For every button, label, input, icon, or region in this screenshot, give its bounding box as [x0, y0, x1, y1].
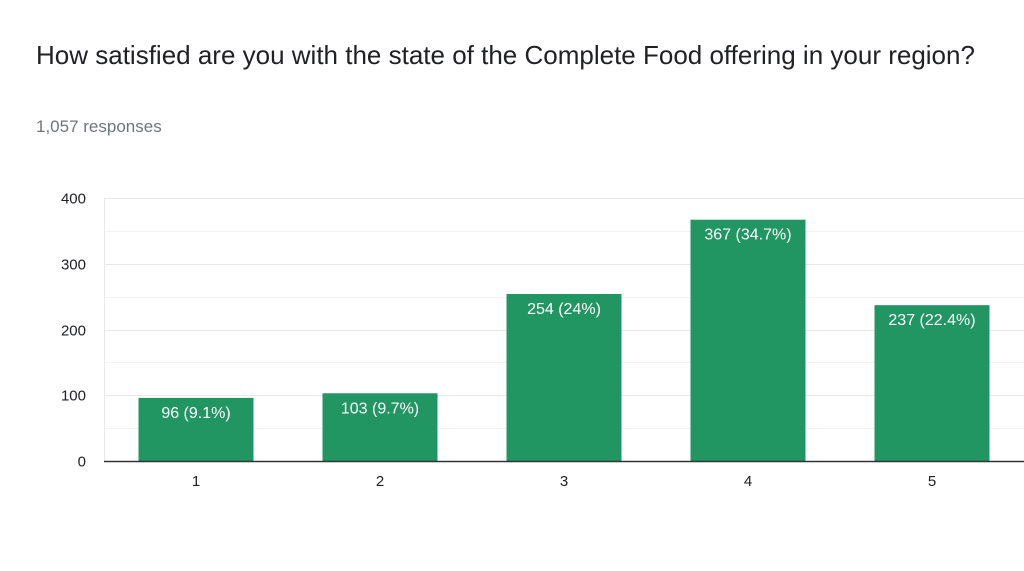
y-tick-label: 0: [78, 454, 86, 471]
y-tick-label: 200: [61, 323, 86, 340]
bar: [874, 305, 990, 461]
y-tick-label: 300: [61, 257, 86, 274]
bar: [138, 397, 254, 461]
data-label: 96 (9.1%): [161, 405, 230, 422]
bar: [690, 219, 806, 461]
data-label: 367 (34.7%): [704, 227, 791, 244]
question-title: How satisfied are you with the state of …: [36, 40, 975, 70]
response-count: 1,057 responses: [36, 117, 162, 136]
bar: [322, 393, 438, 461]
x-tick-label: 4: [744, 473, 752, 490]
x-tick-label: 2: [376, 473, 384, 490]
y-tick-label: 400: [61, 191, 86, 208]
data-label: 237 (22.4%): [888, 312, 975, 329]
x-tick-label: 1: [192, 473, 200, 490]
x-tick-label: 3: [560, 473, 568, 490]
y-tick-label: 100: [61, 388, 86, 405]
x-tick-label: 5: [928, 473, 936, 490]
data-label: 103 (9.7%): [341, 400, 419, 417]
bar: [506, 293, 622, 461]
data-label: 254 (24%): [527, 301, 601, 318]
